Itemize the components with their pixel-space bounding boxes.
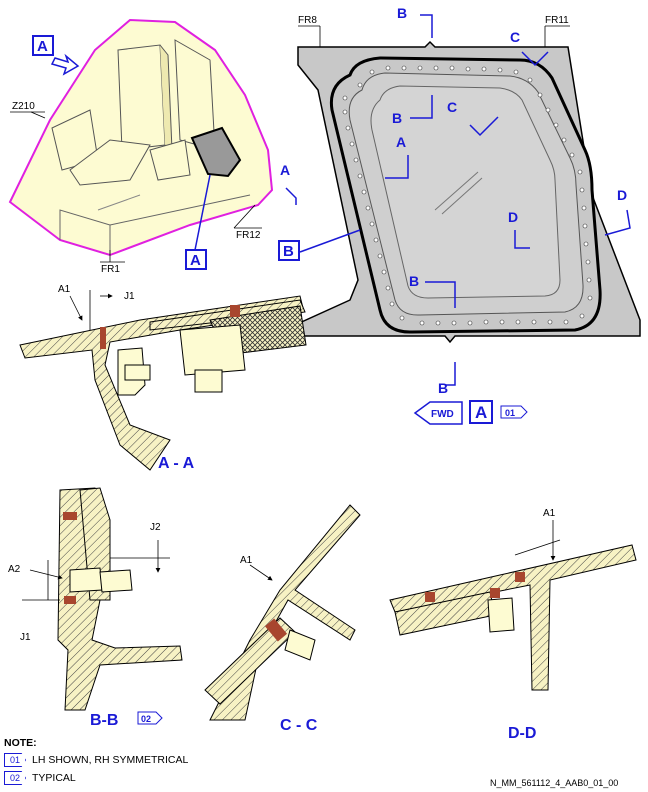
section-aa-title: A - A: [158, 455, 195, 472]
cut-b-inner: B: [392, 110, 402, 126]
section-bb-drawing: [22, 487, 183, 711]
label-fr11: FR11: [545, 15, 569, 26]
section-aa-dim-a1: A1: [58, 284, 71, 295]
fastener-ring: [342, 65, 593, 326]
note-tag-2: 02: [4, 771, 26, 785]
section-cc-drawing: [204, 504, 361, 721]
section-bb-dim-a2: A2: [8, 564, 21, 575]
callout-a-lower-box: [185, 249, 207, 270]
label-fr12: FR12: [236, 230, 261, 241]
window-view: [285, 14, 641, 386]
view-a-note-ref: 01: [505, 408, 515, 418]
note-item-2: 02 TYPICAL: [4, 771, 76, 785]
note-text-2: TYPICAL: [32, 771, 76, 784]
cut-b-bottom: B: [438, 380, 448, 396]
cockpit-view: [8, 18, 274, 263]
note-tag-1: 01: [4, 753, 26, 767]
cut-a-outer: A: [280, 162, 290, 178]
section-dd-dim-a1: A1: [543, 508, 556, 519]
section-dd-drawing: [389, 520, 637, 691]
section-dd-title: D-D: [508, 725, 536, 742]
notes-heading: NOTE:: [4, 737, 37, 749]
cut-d-outer: D: [617, 187, 627, 203]
cut-a-inner: A: [396, 134, 406, 150]
cut-b-top: B: [397, 5, 407, 21]
callout-a-label: A: [37, 38, 48, 55]
section-aa-drawing: [19, 290, 307, 471]
cut-c-top: C: [510, 29, 520, 45]
callout-a-box: [32, 35, 54, 56]
section-cc-title: C - C: [280, 717, 318, 734]
section-aa-dim-j1: J1: [124, 291, 135, 302]
callout-a-lower-label: A: [190, 252, 201, 269]
view-a-box: [469, 400, 493, 424]
cut-b-lower: B: [409, 273, 419, 289]
label-fr1: FR1: [101, 264, 120, 275]
view-a-label: A: [475, 403, 487, 422]
note-item-1: 01 LH SHOWN, RH SYMMETRICAL: [4, 753, 188, 767]
section-bb-note-tag: [137, 711, 163, 725]
fwd-label: FWD: [431, 409, 454, 420]
section-bb-title: B-B: [90, 712, 118, 729]
callout-b-label: B: [283, 243, 294, 260]
cut-d-inner: D: [508, 209, 518, 225]
label-z210: Z210: [12, 101, 35, 112]
label-fr8: FR8: [298, 15, 317, 26]
section-bb-note-ref: 02: [141, 714, 151, 724]
callout-b-box: [278, 240, 300, 261]
cut-c-inner: C: [447, 99, 457, 115]
view-a-note-tag: [500, 405, 528, 419]
section-bb-dim-j2: J2: [150, 522, 161, 533]
section-bb-dim-j1: J1: [20, 632, 31, 643]
section-cc-dim-a1: A1: [240, 555, 253, 566]
note-text-1: LH SHOWN, RH SYMMETRICAL: [32, 753, 189, 766]
drawing-id: N_MM_561112_4_AAB0_01_00: [490, 778, 619, 788]
fwd-arrow: [413, 401, 463, 425]
